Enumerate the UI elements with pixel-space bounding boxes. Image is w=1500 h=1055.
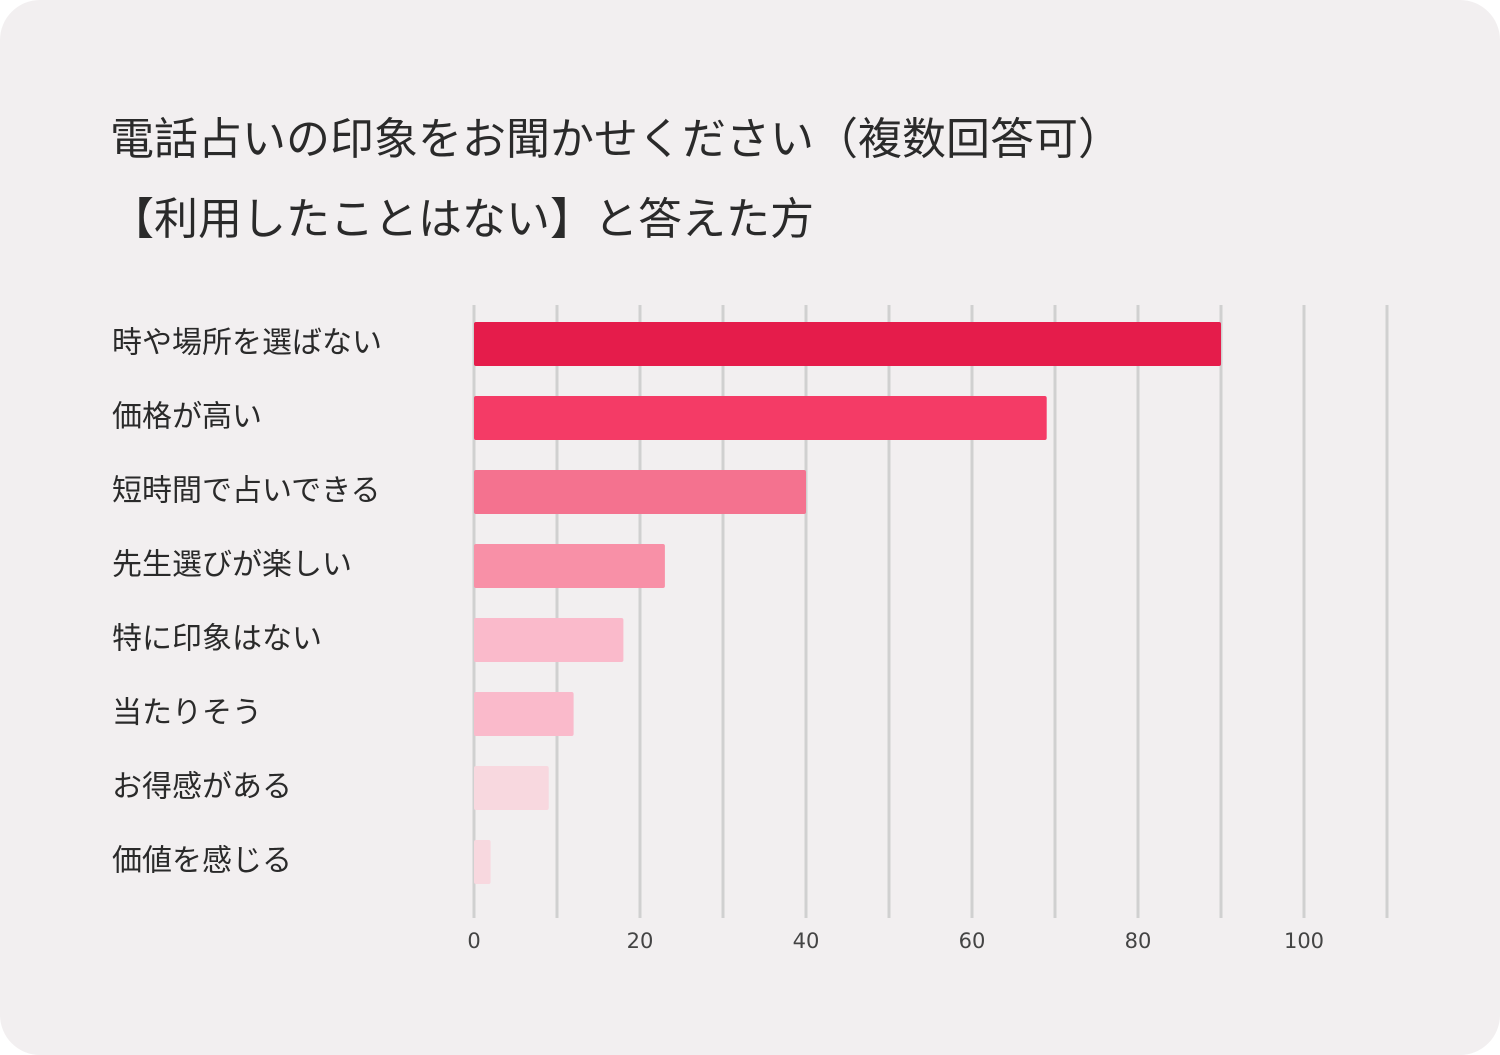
chart-title-line-1: 電話占いの印象をお聞かせください（複数回答可）	[110, 114, 1122, 165]
x-axis-tick-labels: 0 20 40 60 80 100	[467, 929, 1324, 953]
category-label-5: 特に印象はない	[112, 622, 322, 657]
bar-2	[474, 396, 1047, 440]
x-tick-label-100: 100	[1284, 929, 1324, 953]
bar-7	[474, 766, 549, 810]
bars	[474, 322, 1221, 884]
bar-6	[474, 692, 574, 736]
chart-title-line-2: 【利用したことはない】と答えた方	[110, 194, 814, 245]
x-tick-label-0: 0	[467, 929, 480, 953]
category-label-1: 時や場所を選ばない	[112, 326, 382, 361]
bar-5	[474, 618, 624, 662]
x-tick-label-60: 60	[959, 929, 986, 953]
x-tick-label-80: 80	[1125, 929, 1152, 953]
chart-title: 電話占いの印象をお聞かせください（複数回答可） 【利用したことはない】と答えた方	[110, 100, 1122, 260]
category-label-8: 価値を感じる	[112, 844, 292, 879]
x-tick-label-20: 20	[627, 929, 654, 953]
category-label-6: 当たりそう	[112, 696, 262, 731]
bar-4	[474, 544, 665, 588]
category-label-2: 価格が高い	[112, 400, 262, 435]
bar-3	[474, 470, 806, 514]
category-labels: 時や場所を選ばない価格が高い短時間で占いできる先生選びが楽しい特に印象はない当た…	[112, 326, 382, 879]
category-label-7: お得感がある	[112, 770, 292, 805]
category-label-4: 先生選びが楽しい	[112, 548, 352, 583]
x-tick-label-40: 40	[793, 929, 820, 953]
category-label-3: 短時間で占いできる	[112, 474, 381, 509]
bar-8	[474, 840, 491, 884]
bar-1	[474, 322, 1221, 366]
